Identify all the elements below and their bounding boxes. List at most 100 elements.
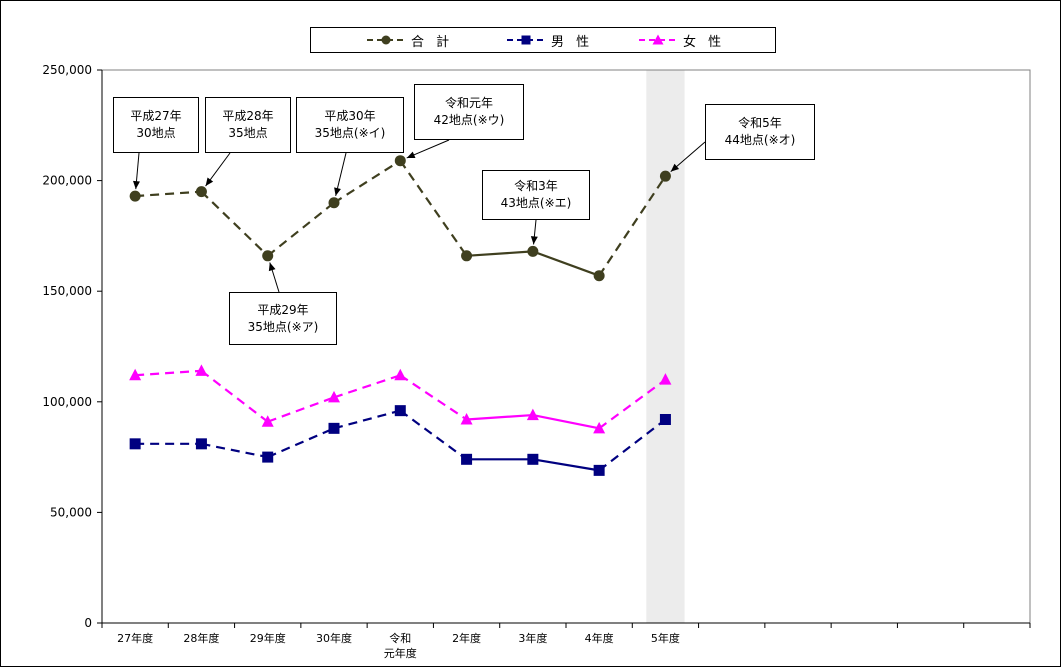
data-point — [328, 197, 340, 209]
series-1 — [129, 405, 671, 476]
data-point — [195, 438, 207, 450]
callout-text: 令和3年 — [514, 179, 558, 193]
data-point — [394, 155, 406, 167]
series-segment — [532, 413, 600, 430]
highlight-band-layer — [646, 70, 685, 623]
data-point — [526, 408, 539, 421]
axes: 0 50,000 100,000 150,000 200,000 250,000 27年度 2… — [42, 63, 1031, 660]
callout-box: 令和5年 44地点(※オ) — [705, 104, 815, 160]
x-tick-label: 5年度 — [651, 631, 680, 645]
series-2 — [129, 364, 672, 434]
series-segment — [333, 409, 401, 430]
legend-label-male: 男 性 — [551, 34, 594, 50]
legend-marker-circle-icon — [367, 35, 405, 45]
data-point — [129, 190, 141, 202]
x-tick-label: 29年度 — [250, 631, 286, 645]
legend-label-total: 合 計 — [411, 34, 454, 50]
series-segment — [532, 458, 600, 472]
data-point — [129, 368, 142, 381]
callout-text: 30地点 — [136, 126, 176, 140]
data-point — [261, 415, 274, 427]
y-tick-label: 150,000 — [42, 284, 92, 298]
data-point — [460, 412, 473, 425]
data-point — [195, 364, 208, 376]
data-point — [593, 421, 606, 434]
y-tick-label: 100,000 — [42, 395, 92, 409]
y-tick-label: 200,000 — [42, 174, 92, 188]
callout-text: 35地点(※ア) — [247, 319, 319, 334]
data-point — [593, 464, 605, 476]
callout-text: 平成29年 — [257, 302, 309, 317]
data-point — [659, 413, 671, 425]
callout-arrow-head — [205, 177, 214, 187]
series-segment — [267, 201, 335, 257]
callout-box: 平成29年 35地点(※ア) — [229, 292, 337, 345]
series-segment — [267, 396, 335, 423]
callout-arrow-head — [530, 236, 538, 245]
callout-box: 平成30年 35地点(※イ) — [296, 97, 404, 153]
data-point — [129, 438, 141, 450]
data-point — [593, 270, 605, 282]
highlight-band — [646, 70, 685, 623]
callout-box: 平成28年 35地点 — [205, 97, 291, 153]
series-segment — [200, 369, 269, 423]
legend: 合 計 男 性 女 性 — [310, 27, 776, 53]
series-segment — [466, 413, 533, 421]
data-point — [262, 451, 274, 463]
callout-text: 令和5年 — [738, 116, 782, 130]
callout-arrow-head — [132, 180, 140, 190]
callout-arrows — [132, 139, 706, 293]
data-point — [328, 390, 340, 403]
legend-label-female: 女 性 — [683, 34, 726, 50]
series-segment — [399, 374, 468, 421]
data-point — [659, 373, 672, 385]
data-point — [659, 170, 671, 182]
legend-marker-triangle-icon — [639, 34, 677, 45]
callout-box: 令和元年 42地点(※ウ) — [414, 84, 524, 140]
legend-item-male: 男 性 — [507, 28, 593, 52]
y-tick-label: 50,000 — [50, 505, 92, 519]
data-point — [394, 368, 407, 381]
series-segment — [399, 409, 468, 461]
callout-text: 35地点(※イ) — [314, 126, 386, 140]
series-segment — [135, 369, 202, 377]
callout-text: 平成27年 — [130, 109, 182, 123]
callout-text: 42地点(※ウ) — [433, 113, 505, 127]
y-tick-label: 0 — [84, 616, 92, 630]
series-segment — [333, 374, 401, 399]
x-tick-label: 27年度 — [117, 631, 153, 645]
y-tick-label: 250,000 — [42, 63, 92, 77]
series-segment — [200, 190, 269, 257]
x-tick-label: 元年度 — [384, 646, 417, 660]
x-tick-label: 3年度 — [518, 631, 547, 645]
callout-arrow-head — [406, 151, 416, 159]
callout-arrow-head — [670, 163, 680, 172]
series-segment — [532, 250, 600, 277]
x-tick-label: 2年度 — [452, 631, 481, 645]
callout-text: 35地点 — [228, 126, 268, 140]
data-point — [527, 245, 539, 257]
data-point — [461, 250, 473, 262]
x-tick-label: 令和 — [389, 631, 411, 645]
series-lines — [129, 155, 672, 476]
callout-arrow-head — [334, 187, 341, 196]
series-segment — [135, 190, 202, 198]
data-point — [527, 453, 539, 465]
callout-arrow-head — [268, 262, 276, 272]
series-segment — [399, 160, 468, 257]
callout-box: 平成27年 30地点 — [113, 97, 199, 153]
series-0 — [129, 155, 671, 282]
callout-text: 平成30年 — [324, 109, 376, 123]
callout-text: 43地点(※エ) — [500, 196, 572, 210]
x-tick-label: 4年度 — [585, 631, 614, 645]
data-point — [262, 250, 274, 262]
callout-box: 令和3年 43地点(※エ) — [482, 170, 590, 220]
data-point — [328, 422, 340, 434]
data-point — [461, 453, 473, 465]
series-segment — [333, 159, 401, 204]
x-tick-label: 28年度 — [183, 631, 219, 645]
legend-item-total: 合 計 — [367, 28, 453, 52]
series-segment — [201, 442, 268, 459]
legend-marker-square-icon — [507, 35, 545, 45]
